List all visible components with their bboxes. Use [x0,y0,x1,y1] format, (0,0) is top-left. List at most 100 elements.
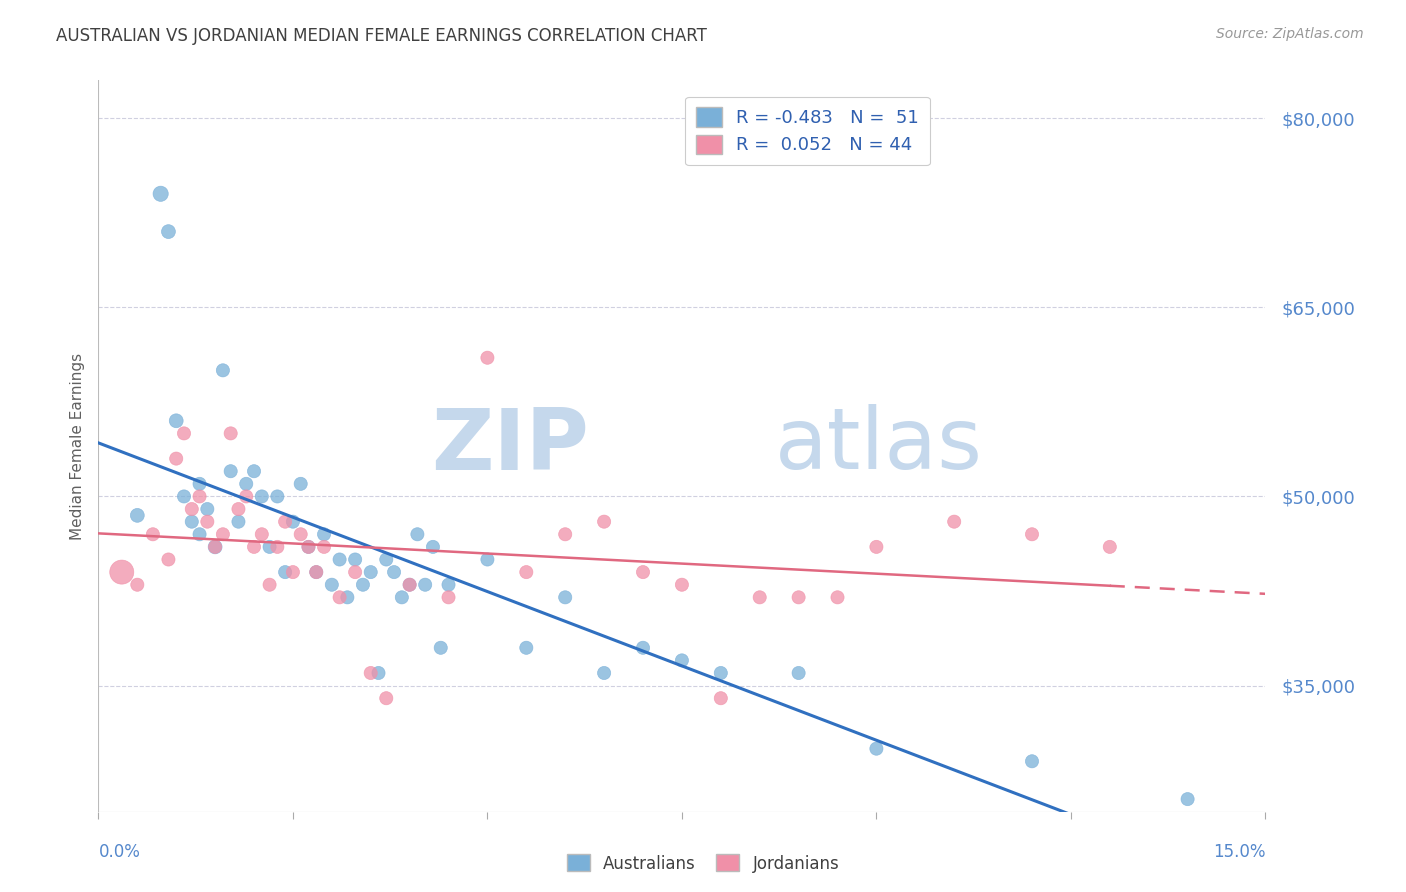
Point [1098,540,1121,554]
Point [554,591,576,605]
Point [219,464,242,478]
Point [111,565,134,579]
Point [352,578,374,592]
Point [671,653,693,667]
Point [266,490,288,504]
Point [477,351,499,365]
Point [195,502,218,516]
Point [593,665,616,680]
Point [243,540,266,554]
Point [165,414,187,428]
Point [375,691,398,706]
Point [710,691,733,706]
Point [1021,754,1043,768]
Point [188,490,211,504]
Point [250,527,273,541]
Text: Source: ZipAtlas.com: Source: ZipAtlas.com [1216,27,1364,41]
Point [367,665,389,680]
Legend: Australians, Jordanians: Australians, Jordanians [560,847,846,880]
Point [127,578,149,592]
Point [235,490,257,504]
Point [228,502,250,516]
Point [329,552,352,566]
Point [274,565,297,579]
Point [204,540,226,554]
Point [321,578,343,592]
Point [710,665,733,680]
Point [188,476,211,491]
Point [748,591,770,605]
Point [250,490,273,504]
Point [305,565,328,579]
Point [228,515,250,529]
Point [329,591,352,605]
Legend: R = -0.483   N =  51, R =  0.052   N = 44: R = -0.483 N = 51, R = 0.052 N = 44 [686,96,929,165]
Point [787,591,810,605]
Point [360,565,382,579]
Text: AUSTRALIAN VS JORDANIAN MEDIAN FEMALE EARNINGS CORRELATION CHART: AUSTRALIAN VS JORDANIAN MEDIAN FEMALE EA… [56,27,707,45]
Point [398,578,420,592]
Point [398,578,420,592]
Point [127,508,149,523]
Point [274,515,297,529]
Text: atlas: atlas [775,404,983,488]
Point [865,741,887,756]
Point [312,527,335,541]
Point [305,565,328,579]
Point [375,552,398,566]
Y-axis label: Median Female Earnings: Median Female Earnings [69,352,84,540]
Point [219,426,242,441]
Point [297,540,319,554]
Point [515,565,537,579]
Point [259,540,281,554]
Point [382,565,405,579]
Point [142,527,165,541]
Point [943,515,966,529]
Point [422,540,444,554]
Point [195,515,218,529]
Point [173,490,195,504]
Point [515,640,537,655]
Point [593,515,616,529]
Point [631,640,654,655]
Point [344,565,367,579]
Point [290,476,312,491]
Point [297,540,319,554]
Point [344,552,367,566]
Point [165,451,187,466]
Point [437,591,460,605]
Point [180,515,202,529]
Text: 15.0%: 15.0% [1213,843,1265,861]
Point [1021,527,1043,541]
Point [360,665,382,680]
Point [429,640,451,655]
Point [437,578,460,592]
Point [266,540,288,554]
Point [312,540,335,554]
Point [173,426,195,441]
Point [413,578,436,592]
Point [180,502,202,516]
Point [281,565,304,579]
Point [157,552,180,566]
Point [149,186,172,201]
Point [212,363,235,377]
Point [281,515,304,529]
Point [827,591,849,605]
Point [204,540,226,554]
Point [212,527,235,541]
Point [259,578,281,592]
Point [243,464,266,478]
Point [406,527,429,541]
Point [290,527,312,541]
Point [188,527,211,541]
Point [336,591,359,605]
Point [865,540,887,554]
Point [235,476,257,491]
Point [554,527,576,541]
Point [671,578,693,592]
Point [787,665,810,680]
Point [157,225,180,239]
Point [1177,792,1199,806]
Point [631,565,654,579]
